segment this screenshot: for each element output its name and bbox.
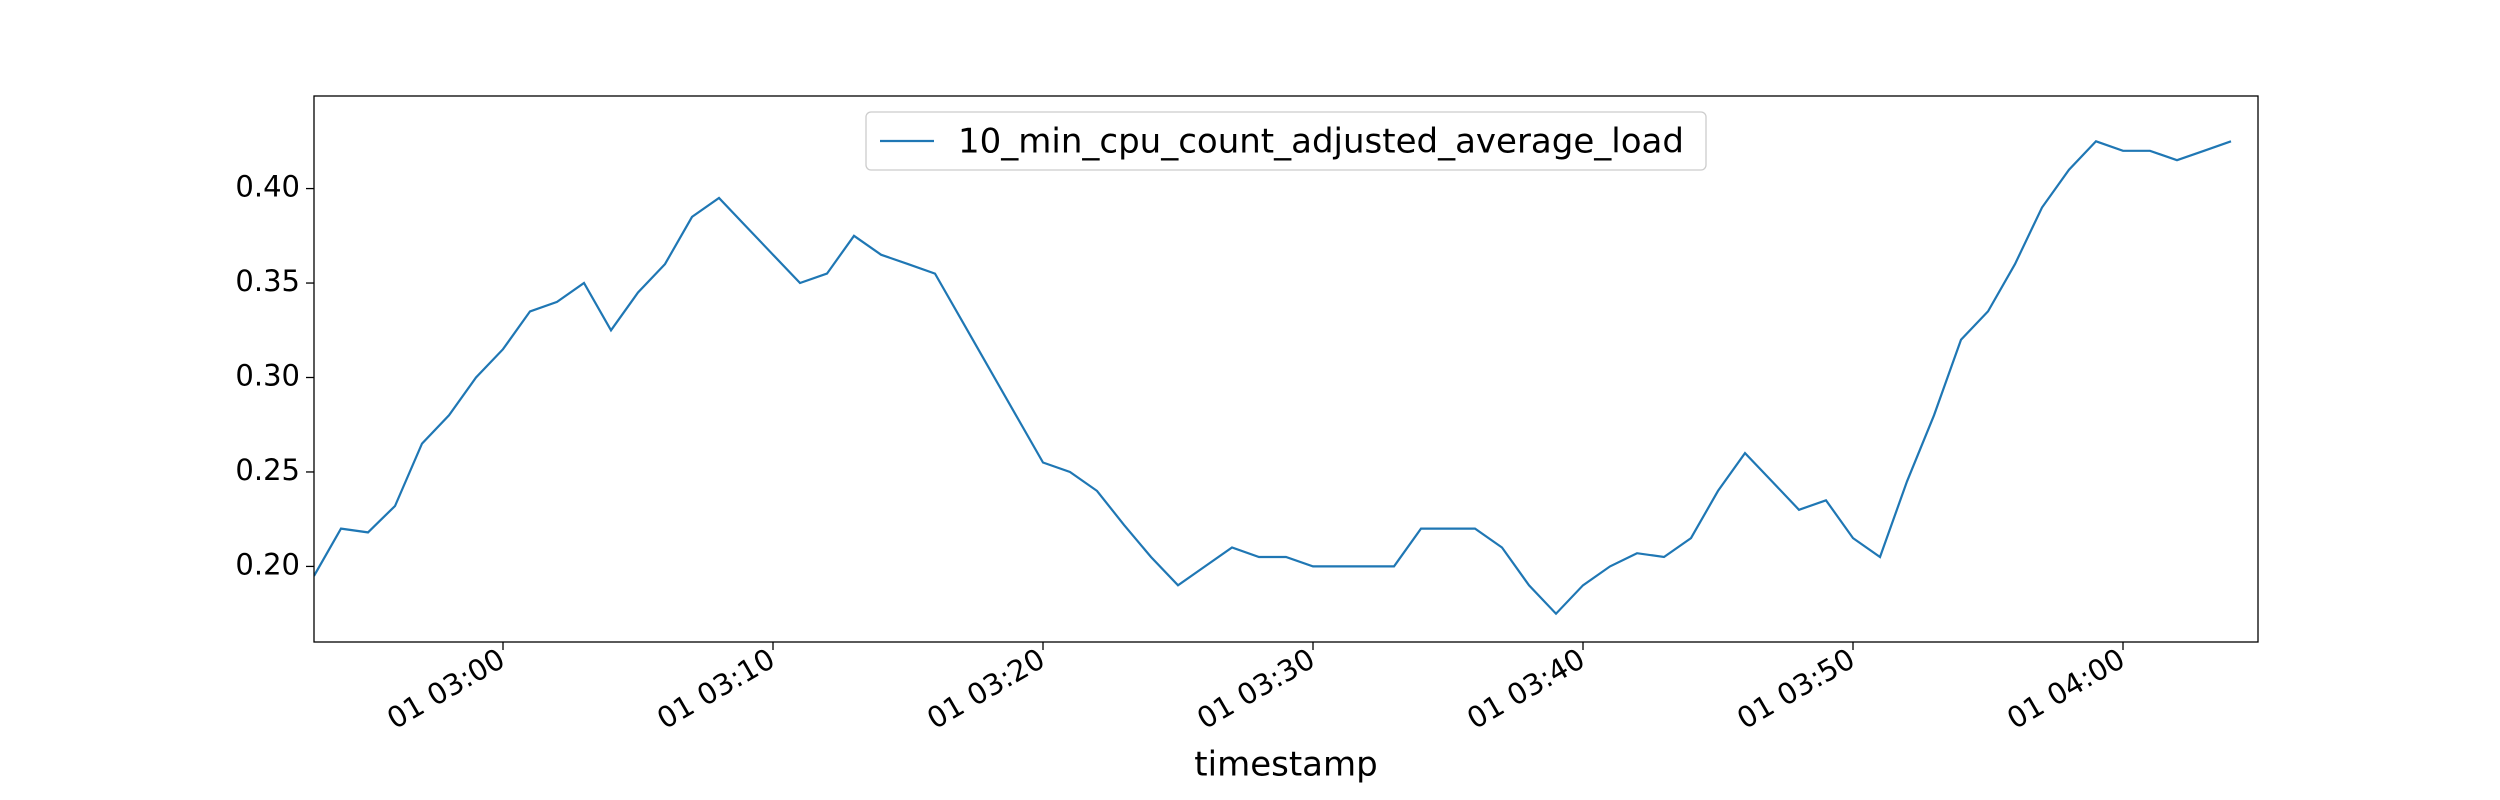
y-tick-label: 0.35 (235, 264, 300, 298)
legend-box (865, 111, 1707, 171)
y-tick-label: 0.20 (235, 547, 300, 581)
x-tick-label: 01 04:00 (2001, 642, 2130, 736)
legend-label: 10_min_cpu_count_adjusted_average_load (958, 122, 1684, 162)
y-tick-label: 0.25 (235, 453, 300, 487)
x-axis-label: timestamp (1194, 745, 1377, 785)
x-tick-label: 01 03:30 (1191, 642, 1320, 736)
x-tick-label: 01 03:50 (1731, 642, 1860, 736)
y-tick-label: 0.40 (235, 170, 300, 204)
x-tick-label: 01 03:20 (921, 642, 1050, 736)
x-tick-label: 01 03:00 (381, 642, 510, 736)
series-line (314, 140, 2232, 616)
x-tick-label: 01 03:10 (651, 642, 780, 736)
plot-frame (313, 95, 2259, 643)
x-tick-label: 01 03:40 (1461, 642, 1590, 736)
y-tick-label: 0.30 (235, 359, 300, 393)
